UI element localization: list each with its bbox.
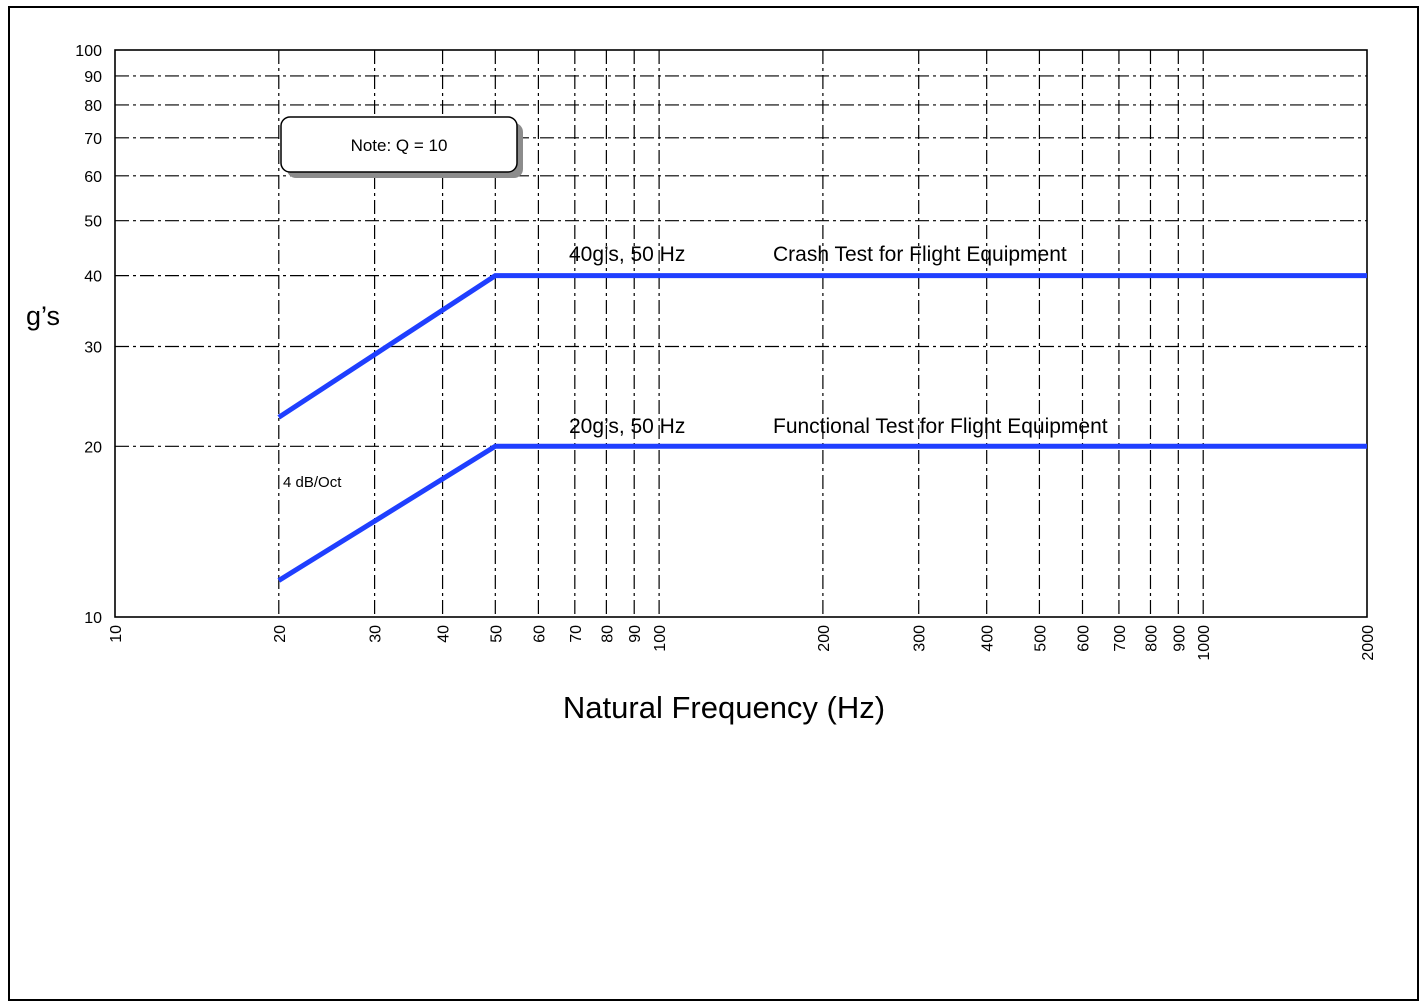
x-tick-label: 60 — [531, 625, 548, 643]
chart-frame — [8, 6, 1419, 1001]
tick-labels: 10 20 30 40 50 60 70 80 90 100 200 300 400 500 600 700 8… — [75, 43, 1377, 661]
functional-value-label: 20g’s, 50 Hz — [569, 415, 685, 438]
y-tick-label: 80 — [84, 98, 102, 115]
x-tick-label: 90 — [627, 625, 644, 643]
x-tick-label: 80 — [599, 625, 616, 643]
x-axis-title: Natural Frequency (Hz) — [563, 690, 885, 725]
x-tick-label: 50 — [488, 625, 505, 643]
x-tick-label: 500 — [1032, 625, 1049, 652]
note-box: Note: Q = 10 — [280, 116, 523, 178]
functional-test-label: Functional Test for Flight Equipment — [773, 415, 1108, 438]
slope-label: 4 dB/Oct — [283, 474, 342, 491]
x-tick-label: 700 — [1112, 625, 1129, 652]
y-tick-label: 50 — [84, 214, 102, 231]
series-layer — [277, 273, 1367, 583]
y-tick-label: 30 — [84, 339, 102, 356]
y-tick-label: 70 — [84, 131, 102, 148]
x-tick-label: 400 — [980, 625, 997, 652]
y-tick-label: 90 — [84, 69, 102, 86]
crash-test-label: Crash Test for Flight Equipment — [773, 243, 1067, 266]
note-text: Note: Q = 10 — [351, 136, 448, 155]
x-tick-label: 2000 — [1360, 625, 1377, 661]
series-line-2 — [277, 443, 1367, 583]
x-tick-label: 20 — [272, 625, 289, 643]
y-tick-label: 20 — [84, 439, 102, 456]
y-tick-label: 100 — [75, 43, 102, 60]
x-tick-label: 100 — [652, 625, 669, 652]
note-box-frame — [280, 116, 518, 173]
x-tick-label: 600 — [1075, 625, 1092, 652]
y-tick-label: 40 — [84, 269, 102, 286]
crash-value-label: 40g’s, 50 Hz — [569, 243, 685, 266]
x-tick-label: 40 — [436, 625, 453, 643]
x-tick-label: 900 — [1171, 625, 1188, 652]
y-axis-title: g’s — [26, 301, 60, 331]
y-tick-label: 10 — [84, 610, 102, 627]
x-tick-label: 200 — [816, 625, 833, 652]
series-line-1 — [277, 273, 1367, 420]
x-tick-label: 800 — [1143, 625, 1160, 652]
x-tick-label: 300 — [912, 625, 929, 652]
x-tick-label: 70 — [568, 625, 585, 643]
y-tick-label: 60 — [84, 169, 102, 186]
x-tick-label: 30 — [368, 625, 385, 643]
plot-area-border — [114, 49, 1368, 618]
x-tick-label: 1000 — [1196, 625, 1213, 661]
x-tick-label: 10 — [108, 625, 125, 643]
